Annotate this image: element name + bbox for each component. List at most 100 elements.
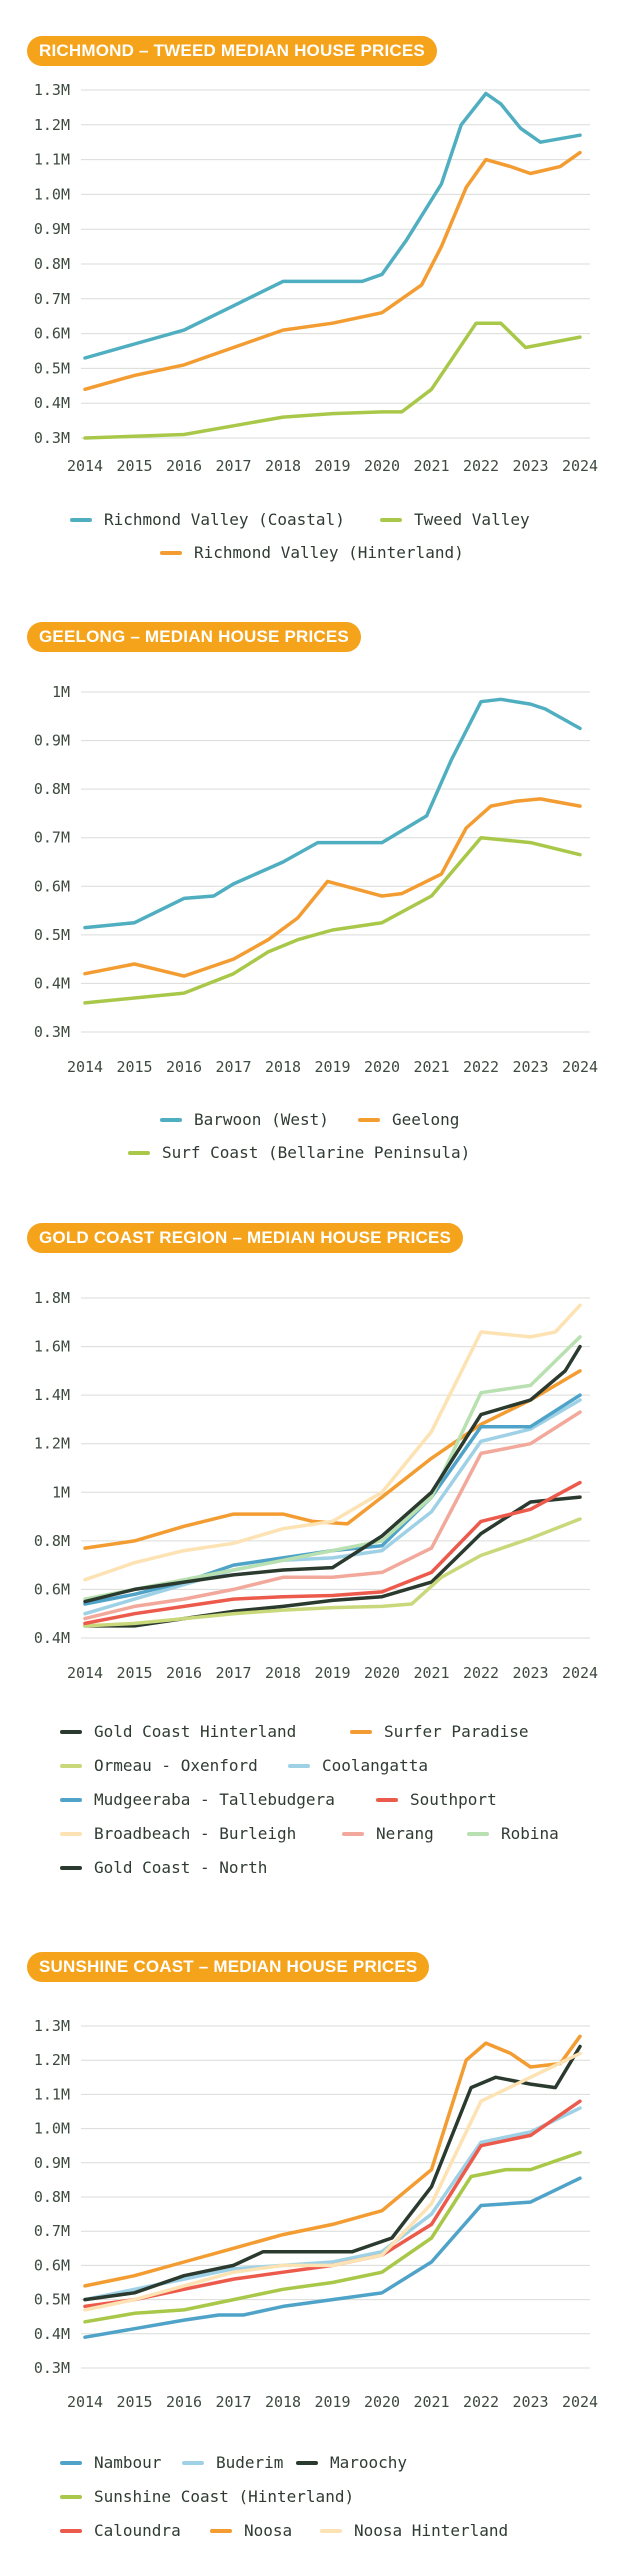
y-tick-label: 0.4M <box>34 974 70 992</box>
x-tick-label: 2024 <box>562 1664 598 1682</box>
legend-label: Nambour <box>94 2453 162 2472</box>
legend-swatch <box>60 2460 82 2465</box>
legend-label: Coolangatta <box>322 1756 428 1775</box>
x-tick-label: 2017 <box>215 1058 251 1076</box>
legend-label: Gold Coast - North <box>94 1858 268 1877</box>
y-tick-label: 1M <box>52 1483 70 1501</box>
y-tick-label: 1.2M <box>34 116 70 134</box>
y-tick-label: 0.7M <box>34 2222 70 2240</box>
legend-item: Mudgeeraba - Tallebudgera <box>60 1790 335 1809</box>
chart-title: SUNSHINE COAST – MEDIAN HOUSE PRICES <box>27 1952 430 1982</box>
x-tick-label: 2019 <box>314 457 350 475</box>
y-tick-label: 1.1M <box>34 2085 70 2103</box>
legend-item: Maroochy <box>296 2453 407 2472</box>
x-tick-label: 2014 <box>67 1058 103 1076</box>
series-line-robina <box>83 1335 582 1601</box>
legend-item: Richmond Valley (Coastal) <box>70 510 345 529</box>
legend-label: Noosa <box>244 2521 293 2540</box>
y-tick-label: 0.8M <box>34 2188 70 2206</box>
y-tick-label: 1.1M <box>34 151 70 169</box>
legend-label: Mudgeeraba - Tallebudgera <box>94 1790 335 1809</box>
legend-item: Buderim <box>182 2453 283 2472</box>
y-tick-label: 0.7M <box>34 290 70 308</box>
y-tick-label: 1.4M <box>34 1386 70 1404</box>
series-line-sunshine-coast-hinterland <box>83 2150 582 2324</box>
legend-label: Tweed Valley <box>414 510 530 529</box>
series-line-noosa-hinterland <box>83 2051 582 2312</box>
y-tick-label: 0.5M <box>34 926 70 944</box>
legend-swatch <box>350 1729 372 1734</box>
legend-swatch <box>160 550 182 555</box>
series-line-coolangatta <box>83 1398 582 1616</box>
series-line-geelong <box>83 797 582 978</box>
line-chart-richmond-tweed: 0.3M 0.4M 0.5M 0.6M 0.7M 0.8M 0.9M 1.0M 1.1M 1.2M… <box>34 81 598 475</box>
x-tick-label: 2023 <box>512 1058 548 1076</box>
x-tick-label: 2021 <box>413 2393 449 2411</box>
y-tick-label: 0.8M <box>34 255 70 273</box>
series-line-richmond-valley-coastal <box>83 91 582 360</box>
x-tick-label: 2015 <box>116 1058 152 1076</box>
y-tick-label: 0.6M <box>34 2256 70 2274</box>
y-tick-label: 0.6M <box>34 325 70 343</box>
series-line-mudgeeraba-tallebudgera <box>83 1393 582 1606</box>
y-tick-label: 0.8M <box>34 780 70 798</box>
x-tick-label: 2021 <box>413 1664 449 1682</box>
x-tick-label: 2020 <box>364 1664 400 1682</box>
legend-item: Robina <box>467 1824 559 1843</box>
y-tick-label: 0.3M <box>34 1023 70 1041</box>
y-tick-label: 1.3M <box>34 2017 70 2035</box>
legend-item: Nerang <box>342 1824 434 1843</box>
legend-swatch <box>320 2528 342 2533</box>
legend-item: Gold Coast - North <box>60 1858 267 1877</box>
x-tick-label: 2020 <box>364 2393 400 2411</box>
legend-label: Maroochy <box>330 2453 408 2472</box>
legend-item: Richmond Valley (Hinterland) <box>160 543 464 562</box>
x-tick-label: 2014 <box>67 2393 103 2411</box>
legend-item: Tweed Valley <box>380 510 530 529</box>
series-line-tweed-valley <box>83 321 582 440</box>
legend-swatch <box>60 1865 82 1870</box>
y-tick-label: 1.0M <box>34 185 70 203</box>
x-tick-label: 2024 <box>562 1058 598 1076</box>
series-line-nerang <box>83 1410 582 1621</box>
x-tick-label: 2015 <box>116 2393 152 2411</box>
legend-item: Barwoon (West) <box>160 1110 329 1129</box>
series-line-nambour <box>83 2176 582 2339</box>
legend-label: Gold Coast Hinterland <box>94 1722 297 1741</box>
series-line-richmond-valley-hinterland <box>83 150 582 392</box>
legend-label: Surf Coast (Bellarine Peninsula) <box>162 1143 471 1162</box>
legend-item: Ormeau - Oxenford <box>60 1756 258 1775</box>
x-tick-label: 2023 <box>512 457 548 475</box>
legend-swatch <box>358 1117 380 1122</box>
legend-swatch <box>182 2460 204 2465</box>
y-tick-label: 0.4M <box>34 1629 70 1647</box>
y-tick-label: 0.9M <box>34 220 70 238</box>
legend-item: Sunshine Coast (Hinterland) <box>60 2487 354 2506</box>
legend-swatch <box>60 2494 82 2499</box>
legend-swatch <box>380 517 402 522</box>
legend-swatch <box>70 517 92 522</box>
y-tick-label: 0.3M <box>34 429 70 447</box>
chart-panel-richmond-tweed: RICHMOND – TWEED MEDIAN HOUSE PRICES 0.3… <box>0 0 626 600</box>
legend-swatch <box>60 1729 82 1734</box>
legend-label: Ormeau - Oxenford <box>94 1756 258 1775</box>
x-tick-label: 2023 <box>512 2393 548 2411</box>
x-tick-label: 2016 <box>166 1664 202 1682</box>
series-line-ormeau-oxenford <box>83 1517 582 1628</box>
y-tick-label: 0.4M <box>34 2325 70 2343</box>
legend-label: Richmond Valley (Hinterland) <box>194 543 464 562</box>
x-tick-label: 2015 <box>116 457 152 475</box>
legend-label: Robina <box>501 1824 559 1843</box>
x-tick-label: 2019 <box>314 1664 350 1682</box>
y-tick-label: 0.9M <box>34 732 70 750</box>
series-line-noosa <box>83 2034 582 2288</box>
legend-item: Noosa Hinterland <box>320 2521 508 2540</box>
legend-label: Nerang <box>376 1824 434 1843</box>
x-tick-label: 2018 <box>265 1058 301 1076</box>
legend-item: Noosa <box>210 2521 292 2540</box>
y-tick-label: 0.9M <box>34 2154 70 2172</box>
x-tick-label: 2022 <box>463 1058 499 1076</box>
x-tick-label: 2019 <box>314 2393 350 2411</box>
y-tick-label: 0.7M <box>34 829 70 847</box>
legend-label: Broadbeach - Burleigh <box>94 1824 297 1843</box>
